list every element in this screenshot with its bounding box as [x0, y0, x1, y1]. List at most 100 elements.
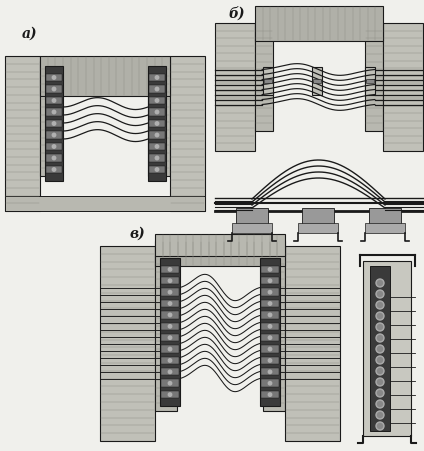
Bar	[215, 23, 255, 151]
Circle shape	[168, 370, 172, 373]
Text: а): а)	[22, 27, 38, 41]
Bar	[149, 120, 165, 127]
Circle shape	[376, 301, 384, 309]
Bar	[260, 258, 280, 406]
Bar	[46, 74, 62, 81]
Circle shape	[155, 99, 159, 102]
Circle shape	[168, 302, 172, 305]
Bar	[46, 108, 62, 115]
Circle shape	[377, 281, 382, 285]
Circle shape	[268, 347, 272, 351]
Circle shape	[155, 156, 159, 160]
Bar	[365, 23, 383, 131]
Circle shape	[376, 422, 384, 430]
Circle shape	[155, 145, 159, 148]
Bar	[161, 345, 179, 353]
Circle shape	[155, 87, 159, 91]
Bar	[369, 208, 401, 226]
Bar	[161, 322, 179, 330]
Bar	[149, 108, 165, 115]
Circle shape	[376, 367, 384, 375]
Bar	[232, 223, 272, 233]
Bar	[46, 166, 62, 173]
Circle shape	[376, 290, 384, 298]
Circle shape	[376, 312, 384, 320]
Bar	[46, 97, 62, 104]
Bar	[149, 166, 165, 173]
Circle shape	[52, 122, 56, 125]
Bar	[261, 334, 279, 341]
Bar	[161, 277, 179, 285]
Bar	[149, 143, 165, 150]
Circle shape	[376, 356, 384, 364]
Circle shape	[168, 393, 172, 396]
Bar	[255, 23, 273, 131]
Circle shape	[155, 168, 159, 171]
Circle shape	[52, 99, 56, 102]
Circle shape	[377, 303, 382, 308]
Bar	[161, 357, 179, 364]
Text: в): в)	[130, 227, 146, 241]
Bar	[261, 311, 279, 318]
Circle shape	[52, 156, 56, 160]
Circle shape	[168, 382, 172, 385]
Circle shape	[377, 358, 382, 363]
Circle shape	[268, 359, 272, 362]
Circle shape	[377, 336, 382, 341]
Circle shape	[52, 87, 56, 91]
Bar	[161, 300, 179, 307]
Bar	[46, 154, 62, 161]
Circle shape	[168, 347, 172, 351]
Circle shape	[376, 345, 384, 353]
Bar	[149, 131, 165, 138]
Circle shape	[52, 145, 56, 148]
Circle shape	[52, 76, 56, 79]
Bar	[263, 67, 273, 95]
Bar	[261, 277, 279, 285]
Bar	[365, 223, 405, 233]
Bar	[363, 261, 411, 436]
Bar	[149, 154, 165, 161]
Bar	[46, 120, 62, 127]
Bar	[161, 391, 179, 398]
Bar	[161, 266, 179, 273]
Bar	[149, 85, 165, 92]
Circle shape	[377, 401, 382, 406]
Bar	[365, 67, 375, 95]
Circle shape	[155, 76, 159, 79]
Circle shape	[268, 290, 272, 294]
Bar	[46, 143, 62, 150]
Circle shape	[268, 325, 272, 328]
Circle shape	[168, 313, 172, 317]
Circle shape	[377, 413, 382, 418]
Circle shape	[52, 110, 56, 114]
Circle shape	[376, 411, 384, 419]
Bar	[264, 79, 272, 83]
Bar	[313, 79, 321, 83]
Circle shape	[377, 313, 382, 318]
Bar	[261, 345, 279, 353]
Bar	[285, 246, 340, 441]
Circle shape	[52, 168, 56, 171]
Circle shape	[268, 382, 272, 385]
Bar	[45, 66, 63, 181]
Bar	[261, 266, 279, 273]
Bar	[161, 368, 179, 376]
Bar	[298, 223, 338, 233]
Circle shape	[377, 423, 382, 428]
Circle shape	[168, 325, 172, 328]
Bar	[40, 56, 170, 96]
Bar	[5, 56, 40, 211]
Circle shape	[168, 290, 172, 294]
Circle shape	[155, 133, 159, 137]
Bar	[161, 311, 179, 318]
Circle shape	[268, 313, 272, 317]
Circle shape	[376, 334, 384, 342]
Bar	[149, 74, 165, 81]
Circle shape	[155, 122, 159, 125]
Bar	[149, 97, 165, 104]
Bar	[383, 23, 423, 151]
Circle shape	[268, 336, 272, 340]
Circle shape	[268, 370, 272, 373]
Bar	[46, 131, 62, 138]
